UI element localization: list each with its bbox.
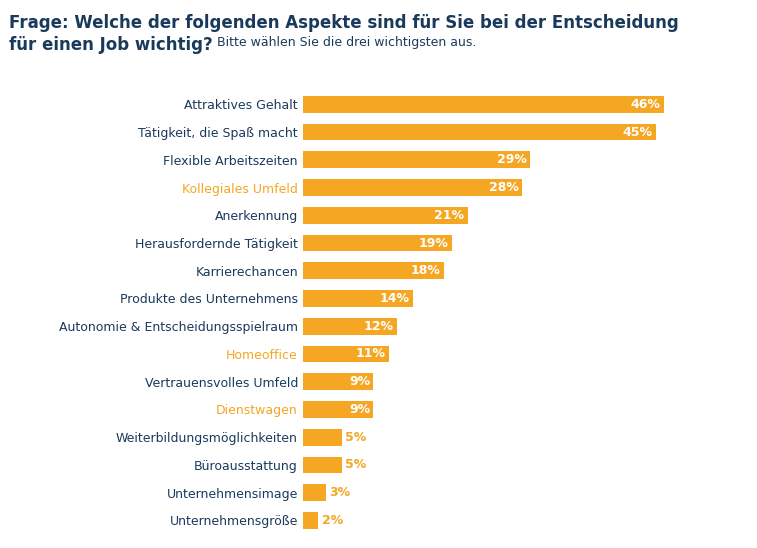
Bar [303, 456, 342, 473]
Text: 5%: 5% [345, 431, 366, 444]
Text: 5%: 5% [345, 459, 366, 471]
Text: 45%: 45% [623, 125, 653, 139]
Text: 14%: 14% [379, 292, 410, 305]
Text: 9%: 9% [349, 375, 370, 388]
Bar [303, 512, 319, 529]
Bar [303, 401, 373, 418]
Text: 3%: 3% [329, 486, 350, 499]
Bar [303, 262, 444, 279]
Text: 12%: 12% [364, 319, 394, 333]
Bar [303, 235, 452, 252]
Bar [303, 318, 397, 334]
Bar [303, 373, 373, 390]
Text: für einen Job wichtig?: für einen Job wichtig? [9, 36, 213, 54]
Text: 2%: 2% [322, 514, 343, 527]
Bar [303, 484, 326, 501]
Text: 11%: 11% [356, 347, 386, 361]
Bar [303, 151, 531, 168]
Bar [303, 346, 389, 362]
Text: 46%: 46% [631, 98, 661, 111]
Bar [303, 124, 656, 140]
Bar [303, 429, 342, 446]
Text: 9%: 9% [349, 403, 370, 416]
Text: 21%: 21% [435, 209, 464, 222]
Text: Frage: Welche der folgenden Aspekte sind für Sie bei der Entscheidung: Frage: Welche der folgenden Aspekte sind… [9, 14, 679, 32]
Text: 28%: 28% [490, 181, 519, 194]
Bar [303, 179, 522, 196]
Text: 29%: 29% [497, 153, 527, 166]
Bar [303, 96, 664, 113]
Bar [303, 207, 468, 224]
Bar [303, 290, 413, 307]
Text: 19%: 19% [419, 237, 449, 249]
Text: 18%: 18% [411, 264, 441, 277]
Text: Bitte wählen Sie die drei wichtigsten aus.: Bitte wählen Sie die drei wichtigsten au… [213, 36, 476, 49]
